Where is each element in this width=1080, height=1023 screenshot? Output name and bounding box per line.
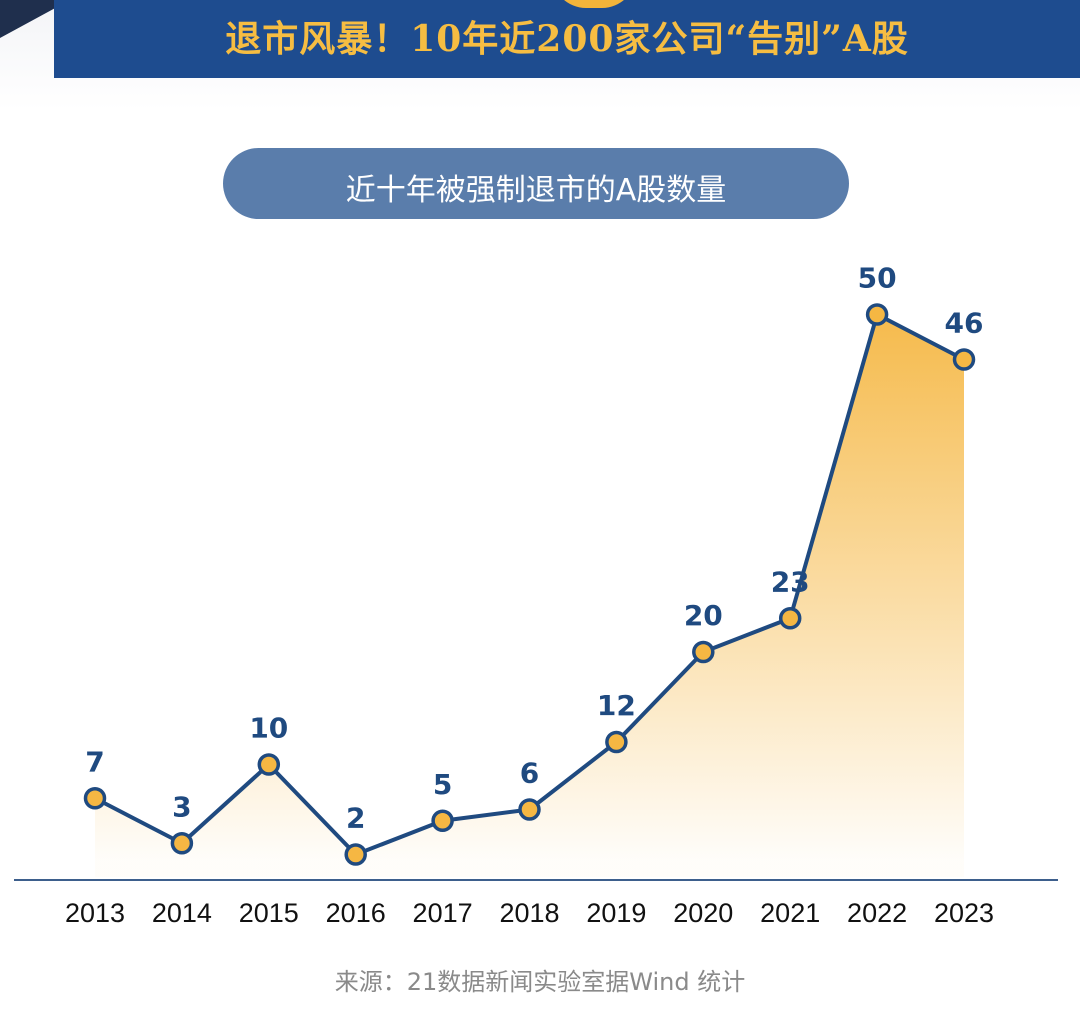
x-tick-2018: 2018 <box>499 898 559 928</box>
data-label-2021: 23 <box>771 565 810 598</box>
data-label-2022: 50 <box>858 262 897 295</box>
area-fill <box>95 314 964 877</box>
data-label-2023: 46 <box>945 307 984 340</box>
x-tick-2016: 2016 <box>326 898 386 928</box>
data-point-2023 <box>952 348 976 371</box>
data-label-2019: 12 <box>597 689 636 722</box>
data-point-2017 <box>431 809 454 832</box>
data-label-2018: 6 <box>520 757 539 790</box>
data-point-2021 <box>778 607 802 630</box>
chart-title: 近十年被强制退市的A股数量 <box>345 173 727 208</box>
source-note: 来源：21数据新闻实验室据Wind 统计 <box>334 968 746 996</box>
x-tick-2013: 2013 <box>65 898 125 928</box>
x-tick-2023: 2023 <box>934 898 994 928</box>
data-label-2016: 2 <box>346 802 365 835</box>
data-point-2013 <box>83 787 107 810</box>
data-point-2019 <box>605 730 628 754</box>
data-label-2020: 20 <box>684 599 723 632</box>
x-tick-2014: 2014 <box>152 898 212 928</box>
data-point-2022 <box>865 303 889 326</box>
data-point-2016 <box>344 843 367 866</box>
chart-title-pill: 近十年被强制退市的A股数量 <box>223 148 849 219</box>
data-label-2017: 5 <box>433 768 452 801</box>
data-label-2014: 3 <box>172 790 191 823</box>
x-tick-2015: 2015 <box>239 898 299 928</box>
data-label-2013: 7 <box>85 745 104 778</box>
data-point-2018 <box>518 798 541 821</box>
data-point-2015 <box>257 753 281 776</box>
data-point-2014 <box>170 832 194 855</box>
x-tick-2019: 2019 <box>586 898 646 928</box>
data-point-2020 <box>692 640 715 664</box>
banner-ornament <box>552 0 636 8</box>
title-banner: 退市风暴！10年近200家公司“告别”A股 <box>54 0 1080 78</box>
page-title: 退市风暴！10年近200家公司“告别”A股 <box>225 18 909 60</box>
x-tick-2021: 2021 <box>760 898 820 928</box>
x-tick-2017: 2017 <box>413 898 473 928</box>
x-tick-2020: 2020 <box>673 898 733 928</box>
data-label-2015: 10 <box>249 712 288 745</box>
x-tick-2022: 2022 <box>847 898 907 928</box>
